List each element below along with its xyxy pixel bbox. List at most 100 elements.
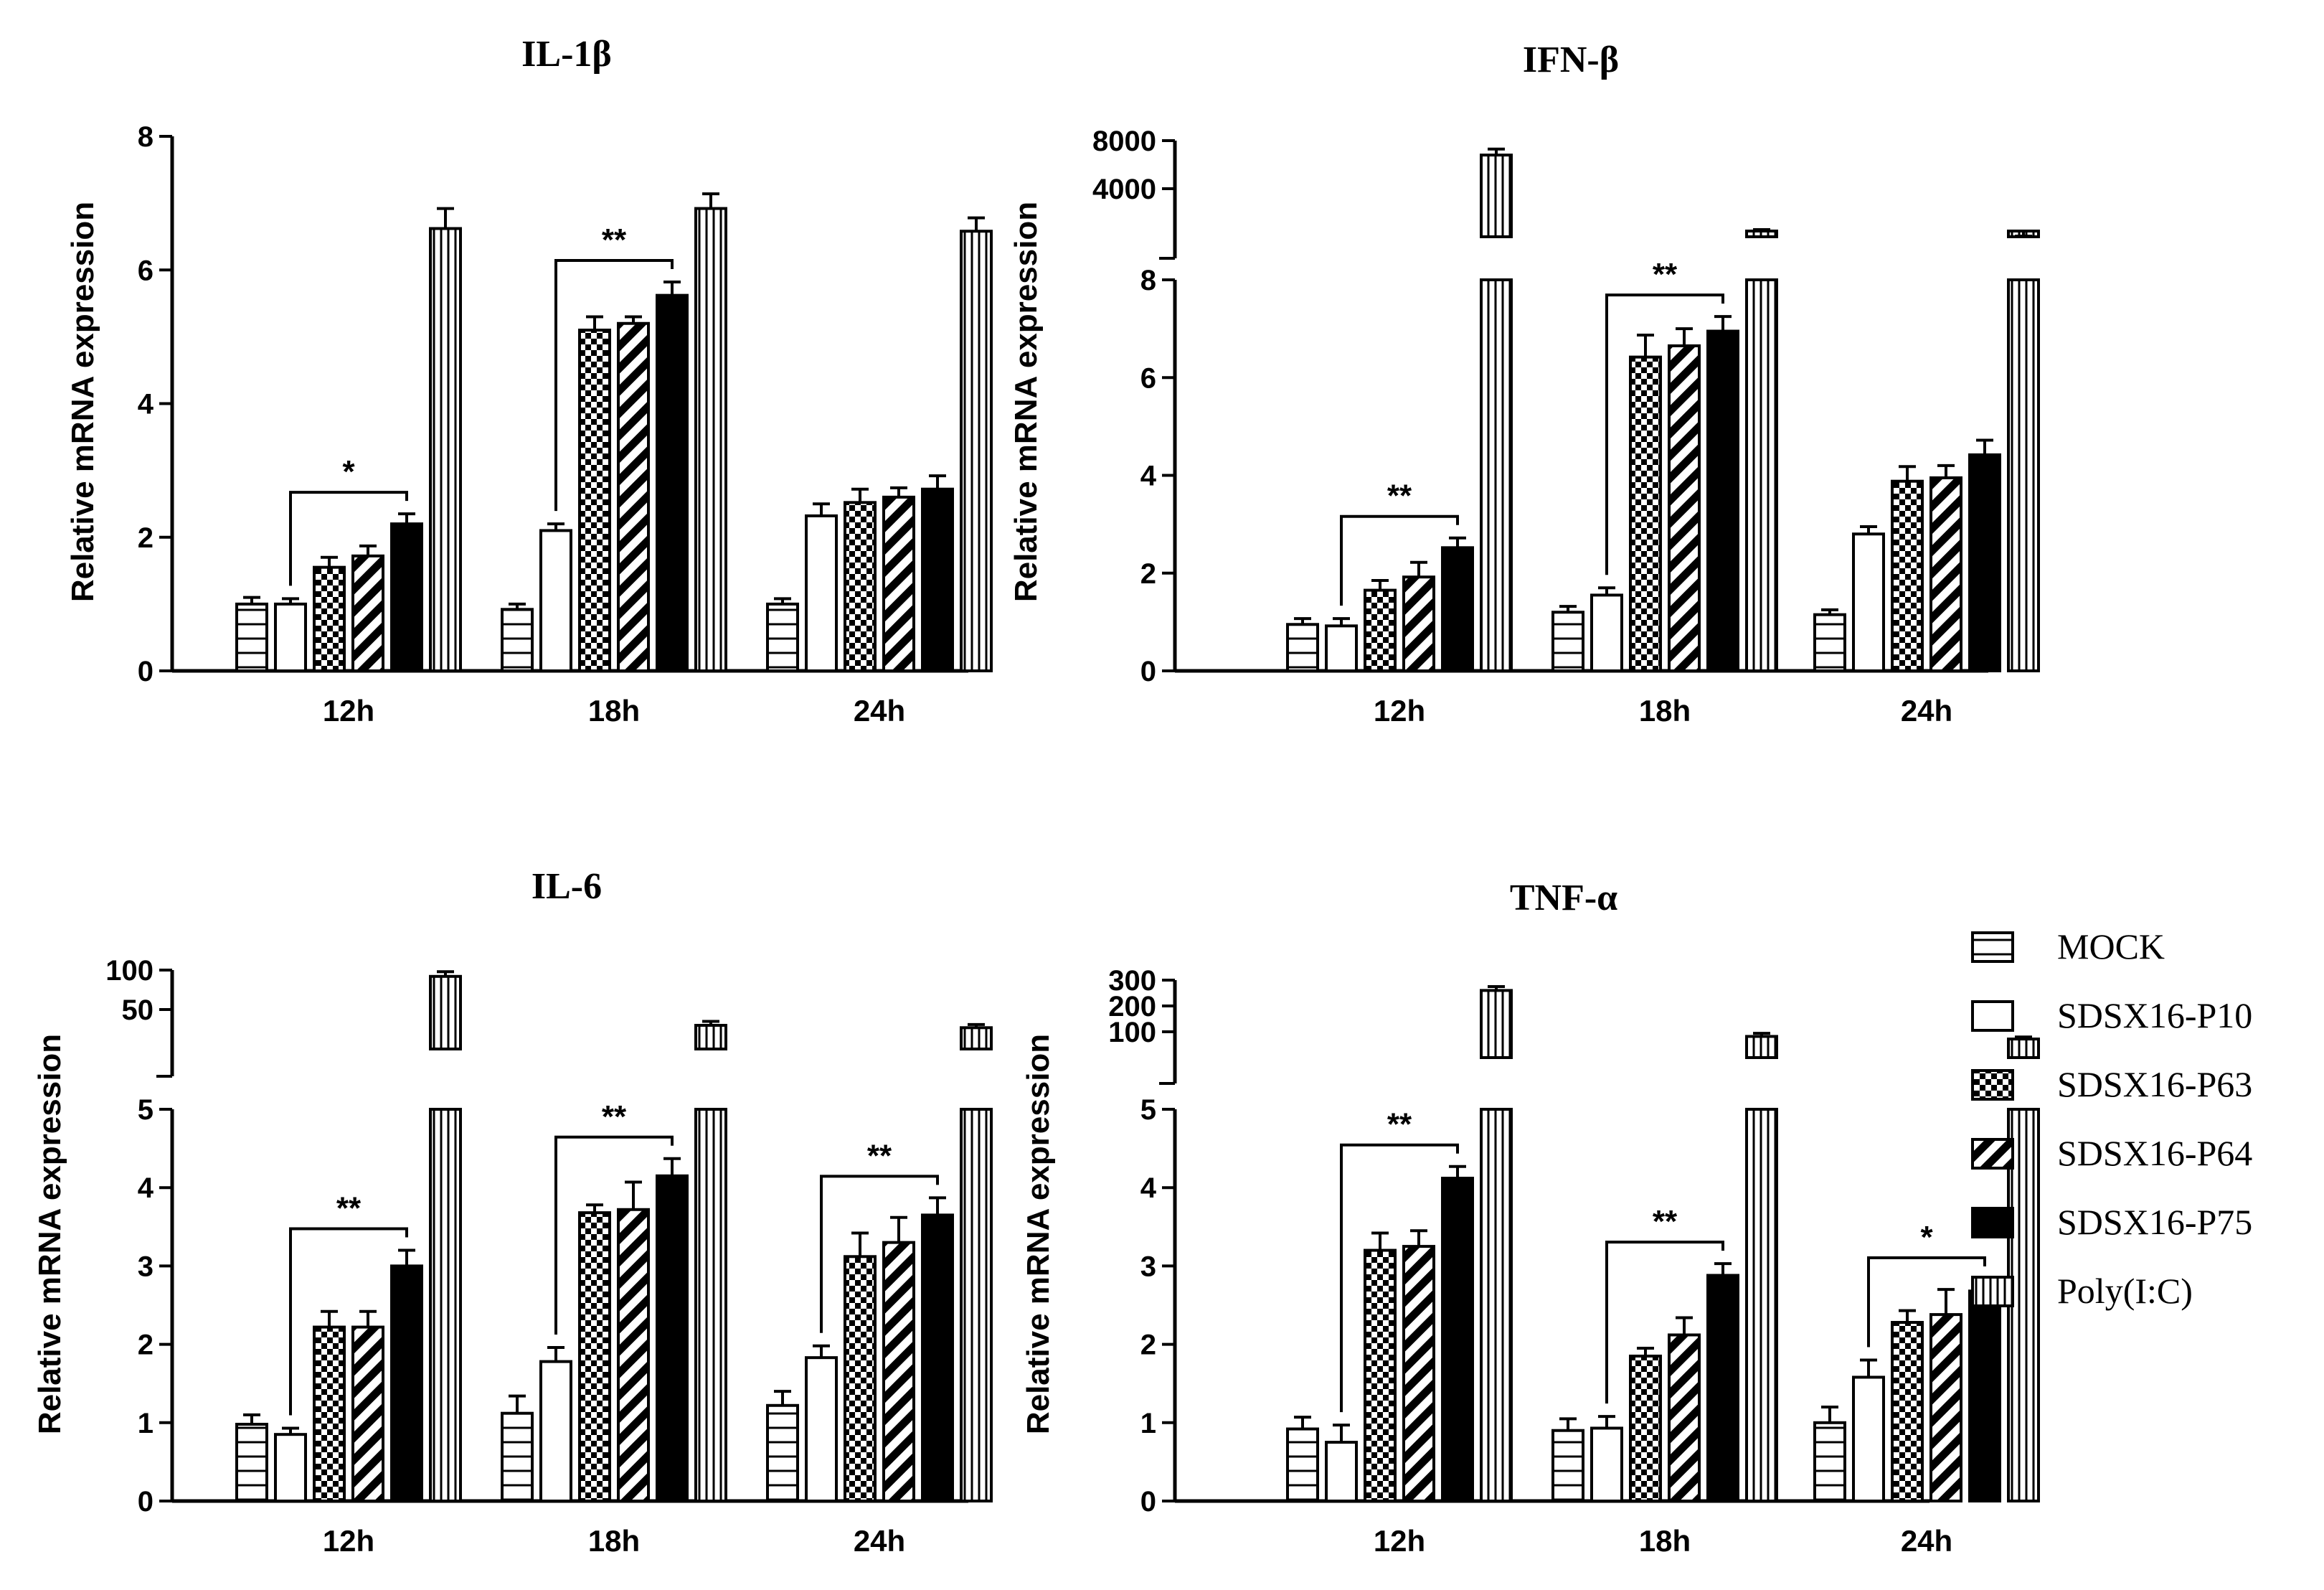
bar — [1364, 588, 1397, 672]
y-tick-label: 2 — [138, 1330, 153, 1361]
legend-swatch — [1971, 1207, 2014, 1238]
x-tick-label: 24h — [1901, 1524, 1952, 1558]
bar — [1813, 613, 1846, 672]
legend-swatch — [1971, 1069, 2014, 1101]
y-tick-label: 4 — [138, 389, 154, 420]
legend-item: SDSX16-P63 — [1971, 1064, 2252, 1104]
x-tick-label: 18h — [1639, 1524, 1691, 1558]
bar — [694, 1108, 727, 1502]
bar-upper — [1745, 230, 1778, 238]
significance-bracket — [554, 259, 674, 512]
bar — [1480, 278, 1513, 672]
bar — [1891, 479, 1924, 672]
y-tick-label: 1 — [1140, 1408, 1156, 1439]
x-tick-label: 18h — [588, 694, 640, 728]
bar — [1325, 624, 1358, 673]
plot-area: 0 2 4 6 8 12h * 18h ** 24h — [138, 121, 993, 728]
bar — [578, 1211, 611, 1503]
bar — [1441, 1177, 1474, 1502]
bar — [1551, 611, 1584, 672]
bar — [501, 608, 534, 673]
bar — [1551, 1429, 1584, 1502]
significance-bracket — [820, 1175, 939, 1333]
bar — [844, 1255, 877, 1503]
bar — [235, 1422, 268, 1503]
legend-label: SDSX16-P10 — [2057, 995, 2252, 1035]
bar — [1891, 1321, 1924, 1503]
bar — [1852, 532, 1885, 672]
significance-marker: * — [1920, 1220, 1933, 1255]
bar — [2007, 278, 2040, 672]
y-tick-label: 300 — [1108, 965, 1156, 997]
x-tick-label: 18h — [588, 1524, 640, 1558]
bar — [390, 1264, 423, 1503]
y-tick-label: 2 — [1140, 558, 1156, 590]
x-tick-label: 12h — [323, 1524, 374, 1558]
bar — [1402, 575, 1435, 673]
y-tick-label: 4 — [138, 1172, 154, 1204]
bar — [390, 522, 423, 672]
significance-bracket — [1605, 293, 1724, 575]
bar — [882, 495, 915, 672]
plot-area: 4000 8000 0 2 4 6 8 12h ** 18h ** 24h — [1092, 126, 2040, 728]
bar — [1968, 1289, 2001, 1502]
bar — [1629, 355, 1662, 672]
y-tick-label: 3 — [138, 1251, 153, 1282]
legend-item: SDSX16-P64 — [1971, 1133, 2252, 1173]
y-tick-label: 0 — [1140, 1486, 1156, 1518]
bar — [882, 1241, 915, 1502]
legend-item: Poly(I:C) — [1971, 1271, 2193, 1311]
bar — [1745, 278, 1778, 672]
legend-swatch — [1971, 1138, 2014, 1170]
y-tick-label: 4 — [1140, 1172, 1157, 1204]
bar — [1813, 1421, 1846, 1503]
y-tick-label: 6 — [138, 255, 153, 286]
bar — [539, 1360, 572, 1503]
bar — [960, 230, 993, 672]
significance-marker: ** — [867, 1138, 892, 1173]
bar — [1590, 1426, 1623, 1502]
y-tick-label: 100 — [105, 955, 153, 987]
y-tick-label: 4000 — [1092, 174, 1156, 205]
chart-title: IFN-β — [1523, 39, 1619, 80]
panel-il1b: IL-1β Relative mRNA expression 0 2 4 6 8 12h *… — [65, 34, 993, 728]
bar — [1745, 1108, 1778, 1502]
bar — [1441, 546, 1474, 673]
bar — [1706, 1274, 1739, 1503]
bar — [617, 321, 650, 672]
y-tick-label: 3 — [1140, 1251, 1156, 1282]
y-tick-label: 6 — [1140, 362, 1156, 394]
y-tick-label: 1 — [138, 1408, 153, 1439]
bar — [1286, 1427, 1319, 1503]
y-tick-label: 0 — [138, 656, 153, 687]
bar-upper — [1480, 989, 1513, 1060]
chart-title: IL-6 — [532, 866, 602, 907]
bar — [617, 1208, 650, 1502]
y-tick-label: 2 — [138, 522, 153, 554]
y-axis-label: Relative mRNA expression — [65, 202, 100, 602]
legend-item: SDSX16-P10 — [1971, 995, 2252, 1035]
legend-swatch — [1971, 931, 2014, 963]
panel-tnfa: TNF-α Relative mRNA expression 100200300… — [1021, 878, 2040, 1558]
significance-marker: ** — [602, 1099, 627, 1134]
bar — [805, 1356, 838, 1502]
y-tick-label: 2 — [1140, 1330, 1156, 1361]
significance-marker: ** — [1387, 1107, 1412, 1142]
x-tick-label: 24h — [854, 694, 905, 728]
y-axis-label: Relative mRNA expression — [32, 1034, 67, 1434]
significance-bracket — [554, 1135, 674, 1335]
bar — [429, 227, 462, 672]
bar — [1968, 453, 2001, 672]
bar — [1929, 1313, 1962, 1502]
chart-title: IL-1β — [521, 34, 612, 75]
significance-marker: ** — [1387, 479, 1412, 514]
bar — [1402, 1245, 1435, 1502]
legend: MOCK SDSX16-P10 SDSX16-P63 SDSX16-P64 SDSX16… — [1971, 926, 2252, 1311]
bar-upper — [429, 974, 462, 1051]
y-tick-label: 4 — [1140, 461, 1157, 492]
legend-item: MOCK — [1971, 926, 2165, 966]
bar — [1590, 593, 1623, 672]
bar — [694, 207, 727, 672]
bar — [1668, 1333, 1701, 1502]
